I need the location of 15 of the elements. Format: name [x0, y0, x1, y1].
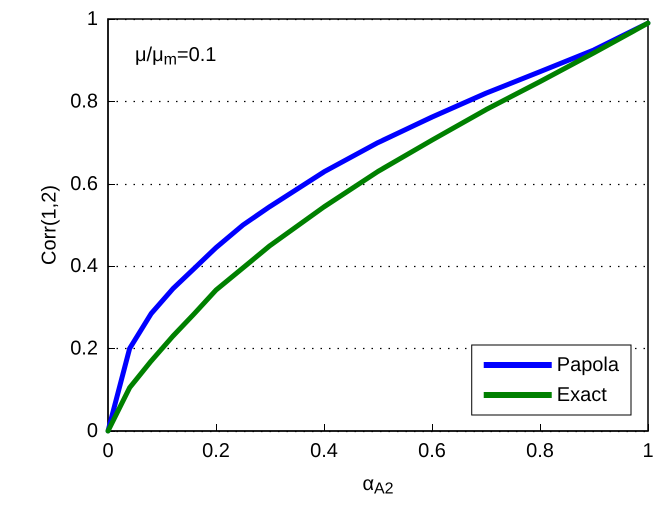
legend-label: Papola [556, 354, 620, 376]
x-tick-label: 0.6 [418, 440, 446, 462]
x-tick-label: 0.8 [526, 440, 554, 462]
y-tick-label: 1 [86, 8, 98, 30]
x-tick-label: 0 [102, 440, 114, 462]
x-tick-label: 1 [642, 440, 654, 462]
x-tick-label: 0.2 [202, 440, 230, 462]
y-tick-label: 0 [86, 420, 98, 442]
y-tick-label: 0.6 [70, 172, 98, 195]
y-tick-label: 0.2 [70, 338, 98, 360]
y-tick-label: 0.4 [70, 255, 98, 278]
x-tick-label: 0.4 [310, 440, 338, 462]
legend-label: Exact [556, 384, 608, 406]
y-axis-title: Corr(1,2) [38, 184, 60, 266]
y-tick-label: 0.8 [70, 90, 98, 112]
